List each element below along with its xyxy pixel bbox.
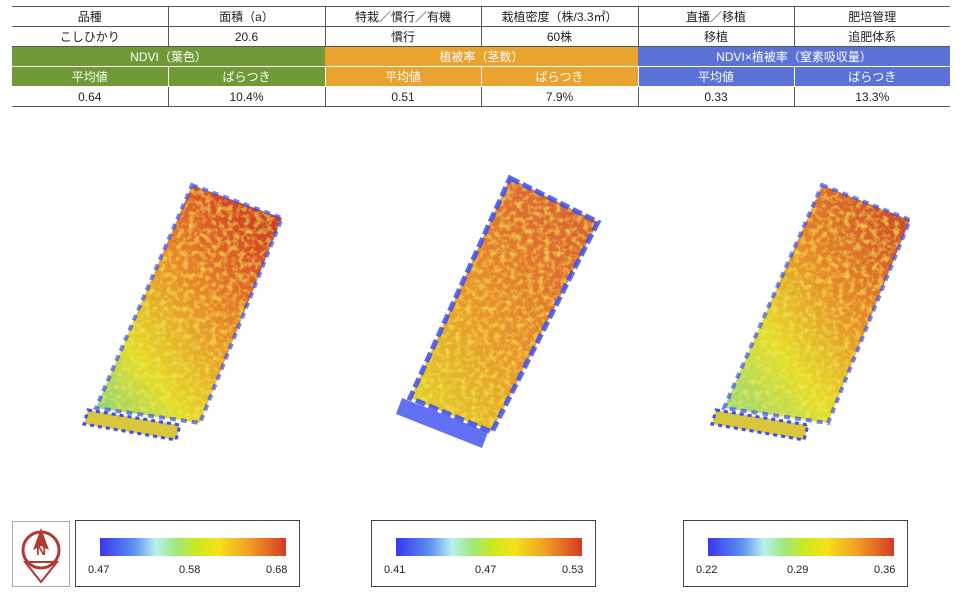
ndvi-legend-mid: 0.58 [179, 564, 201, 576]
subheader-nitrogen-mean: 平均値 [637, 66, 794, 87]
ndvi-legend: 0.47 0.58 0.68 [75, 520, 300, 587]
group-nitrogen: NDVI×植被率（窒素吸収量） [638, 46, 950, 67]
subheader-nitrogen-variation: ばらつき [793, 66, 950, 87]
value-area: 20.6 [167, 26, 325, 47]
nitrogen-colorbar [708, 538, 894, 556]
value-row: こしひかり 20.6 慣行 60株 移植 追肥体系 [12, 26, 950, 47]
header-density: 栽植密度（株/3.3㎡） [480, 6, 638, 27]
subheader-row: 平均値 ばらつき 平均値 ばらつき 平均値 ばらつき [12, 66, 950, 87]
ndvi-legend-max: 0.68 [266, 564, 288, 576]
header-variety: 品種 [12, 6, 168, 27]
header-cultivation: 特栽／慣行／有機 [324, 6, 481, 27]
coverage-legend-mid: 0.47 [475, 564, 497, 576]
subheader-ndvi-variation: ばらつき [167, 66, 325, 87]
coverage-map [396, 174, 602, 448]
stat-ndvi-mean: 0.64 [12, 86, 168, 107]
nitrogen-legend: 0.22 0.29 0.36 [683, 520, 908, 587]
subheader-coverage-mean: 平均値 [324, 66, 481, 87]
coverage-legend-max: 0.53 [562, 564, 584, 576]
value-fertilizer: 追肥体系 [793, 26, 950, 47]
value-variety: こしひかり [12, 26, 168, 47]
nitrogen-field [724, 185, 910, 423]
subheader-coverage-variation: ばらつき [480, 66, 638, 87]
coverage-field-edge [406, 174, 602, 436]
group-coverage: 植被率（茎数） [325, 46, 638, 67]
stat-coverage-variation: 7.9% [480, 86, 638, 107]
ndvi-field [96, 185, 282, 423]
stats-row: 0.64 10.4% 0.51 7.9% 0.33 13.3% [12, 86, 950, 107]
header-planting: 直播／移植 [637, 6, 794, 27]
coverage-colorbar [396, 538, 582, 556]
value-density: 60株 [480, 26, 638, 47]
compass-north-label: N [36, 542, 46, 558]
coverage-legend: 0.41 0.47 0.53 [371, 520, 596, 587]
stat-ndvi-variation: 10.4% [167, 86, 325, 107]
value-planting: 移植 [637, 26, 794, 47]
stat-nitrogen-mean: 0.33 [637, 86, 794, 107]
coverage-legend-min: 0.41 [384, 564, 406, 576]
nitrogen-legend-max: 0.36 [874, 564, 896, 576]
ndvi-map [82, 182, 285, 442]
nitrogen-legend-min: 0.22 [696, 564, 718, 576]
coverage-field [410, 178, 598, 432]
stat-nitrogen-variation: 13.3% [793, 86, 950, 107]
ndvi-field-strip [82, 408, 182, 442]
field-heatmaps [82, 174, 913, 448]
group-header-row: NDVI（葉色） 植被率（茎数） NDVI×植被率（窒素吸収量） [12, 46, 950, 67]
nitrogen-map [710, 182, 913, 442]
ndvi-legend-min: 0.47 [88, 564, 110, 576]
coverage-field-strip [396, 398, 488, 448]
value-cultivation: 慣行 [324, 26, 481, 47]
nitrogen-field-edge [721, 182, 913, 426]
header-area: 面積（a） [167, 6, 325, 27]
header-row: 品種 面積（a） 特栽／慣行／有機 栽植密度（株/3.3㎡） 直播／移植 肥培管… [12, 6, 950, 27]
compass-icon: N [21, 528, 61, 584]
group-ndvi: NDVI（葉色） [12, 46, 325, 67]
header-fertilizer: 肥培管理 [793, 6, 950, 27]
ndvi-colorbar [100, 538, 286, 556]
subheader-ndvi-mean: 平均値 [12, 66, 168, 87]
field-summary-table: 品種 面積（a） 特栽／慣行／有機 栽植密度（株/3.3㎡） 直播／移植 肥培管… [12, 6, 950, 107]
nitrogen-field-strip [710, 408, 810, 442]
nitrogen-legend-mid: 0.29 [787, 564, 809, 576]
north-arrow: N [12, 521, 70, 587]
stat-coverage-mean: 0.51 [324, 86, 481, 107]
